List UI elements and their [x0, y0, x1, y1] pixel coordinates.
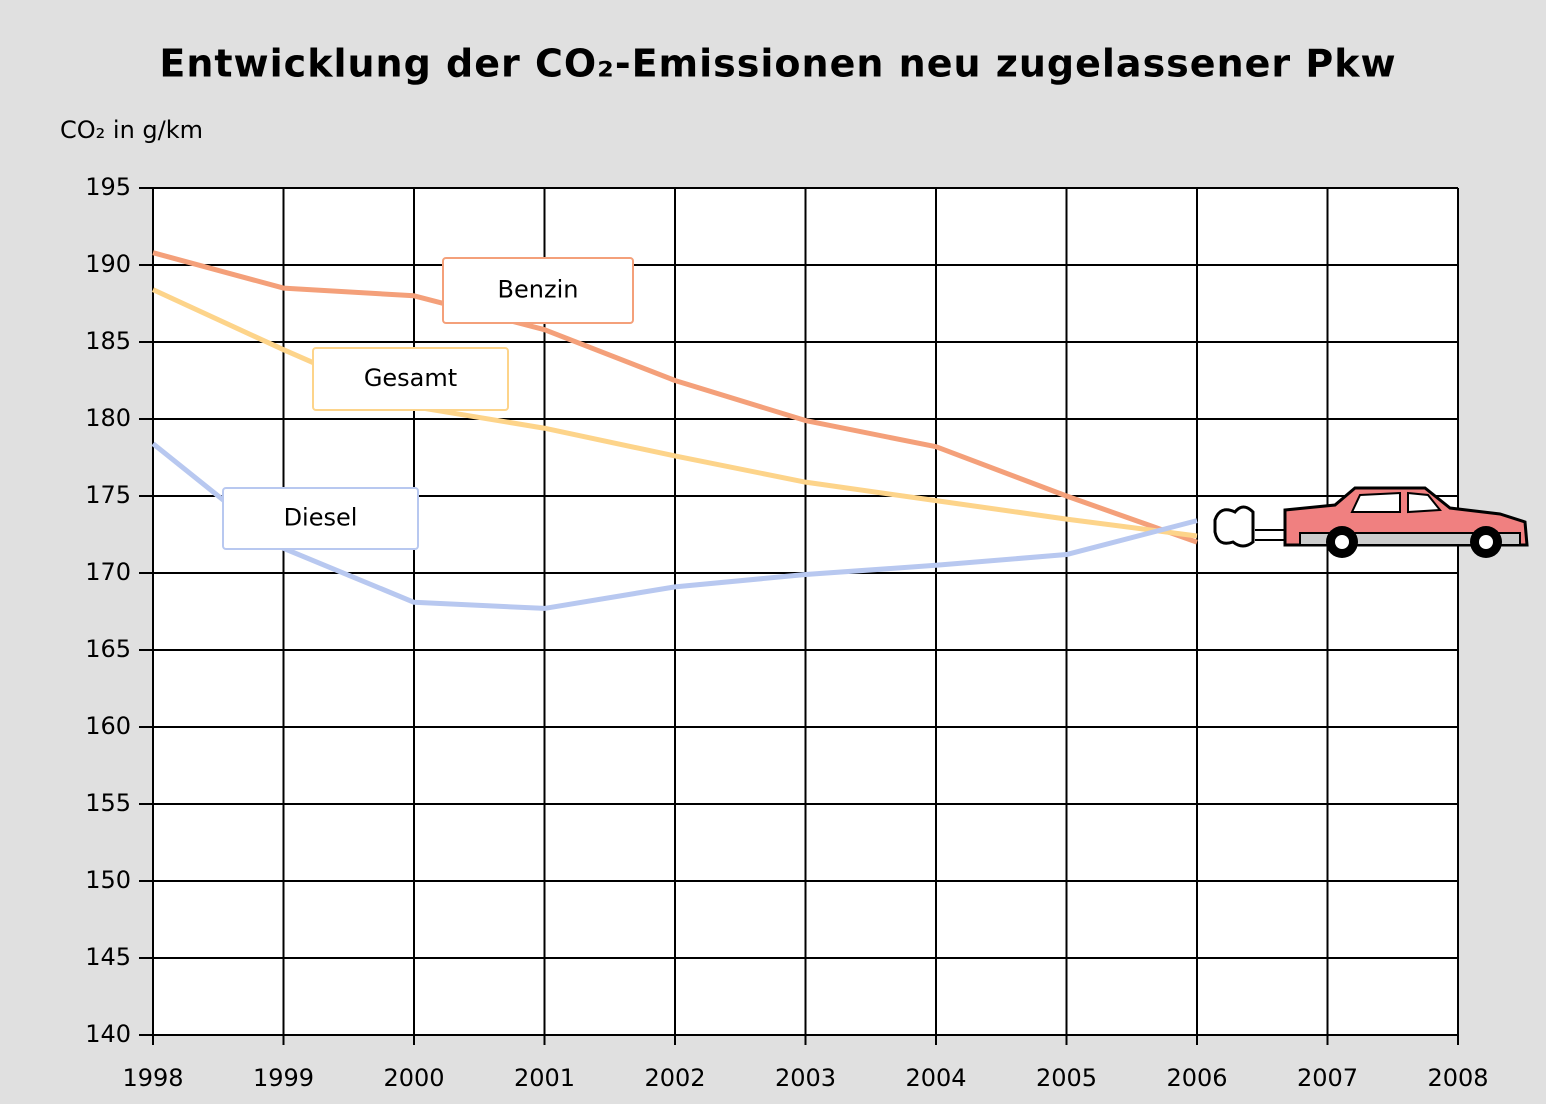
chart: Entwicklung der CO₂-Emissionen neu zugel… [0, 0, 1546, 1104]
y-tick-label: 180 [85, 404, 131, 432]
x-tick-label: 2005 [1036, 1064, 1097, 1092]
x-tick-label: 2004 [905, 1064, 966, 1092]
chart-title: Entwicklung der CO₂-Emissionen neu zugel… [159, 42, 1396, 86]
x-tick-label: 2003 [775, 1064, 836, 1092]
y-axis-label: CO₂ in g/km [60, 116, 203, 144]
y-tick-label: 190 [85, 250, 131, 278]
y-tick-label: 140 [85, 1020, 131, 1048]
series-label: Diesel [284, 504, 358, 532]
x-tick-label: 1998 [122, 1064, 183, 1092]
series-label: Benzin [498, 276, 579, 304]
y-tick-label: 195 [85, 173, 131, 201]
y-tick-label: 175 [85, 481, 131, 509]
x-tick-label: 2007 [1297, 1064, 1358, 1092]
y-tick-label: 185 [85, 327, 131, 355]
x-tick-label: 1999 [253, 1064, 314, 1092]
x-tick-label: 2001 [514, 1064, 575, 1092]
x-tick-label: 2002 [644, 1064, 705, 1092]
x-tick-label: 2000 [383, 1064, 444, 1092]
y-tick-label: 145 [85, 943, 131, 971]
y-tick-label: 165 [85, 635, 131, 663]
y-tick-label: 160 [85, 712, 131, 740]
x-tick-label: 2008 [1427, 1064, 1488, 1092]
y-tick-label: 170 [85, 558, 131, 586]
series-label: Gesamt [364, 364, 457, 392]
y-tick-label: 155 [85, 789, 131, 817]
x-tick-label: 2006 [1166, 1064, 1227, 1092]
y-tick-label: 150 [85, 866, 131, 894]
